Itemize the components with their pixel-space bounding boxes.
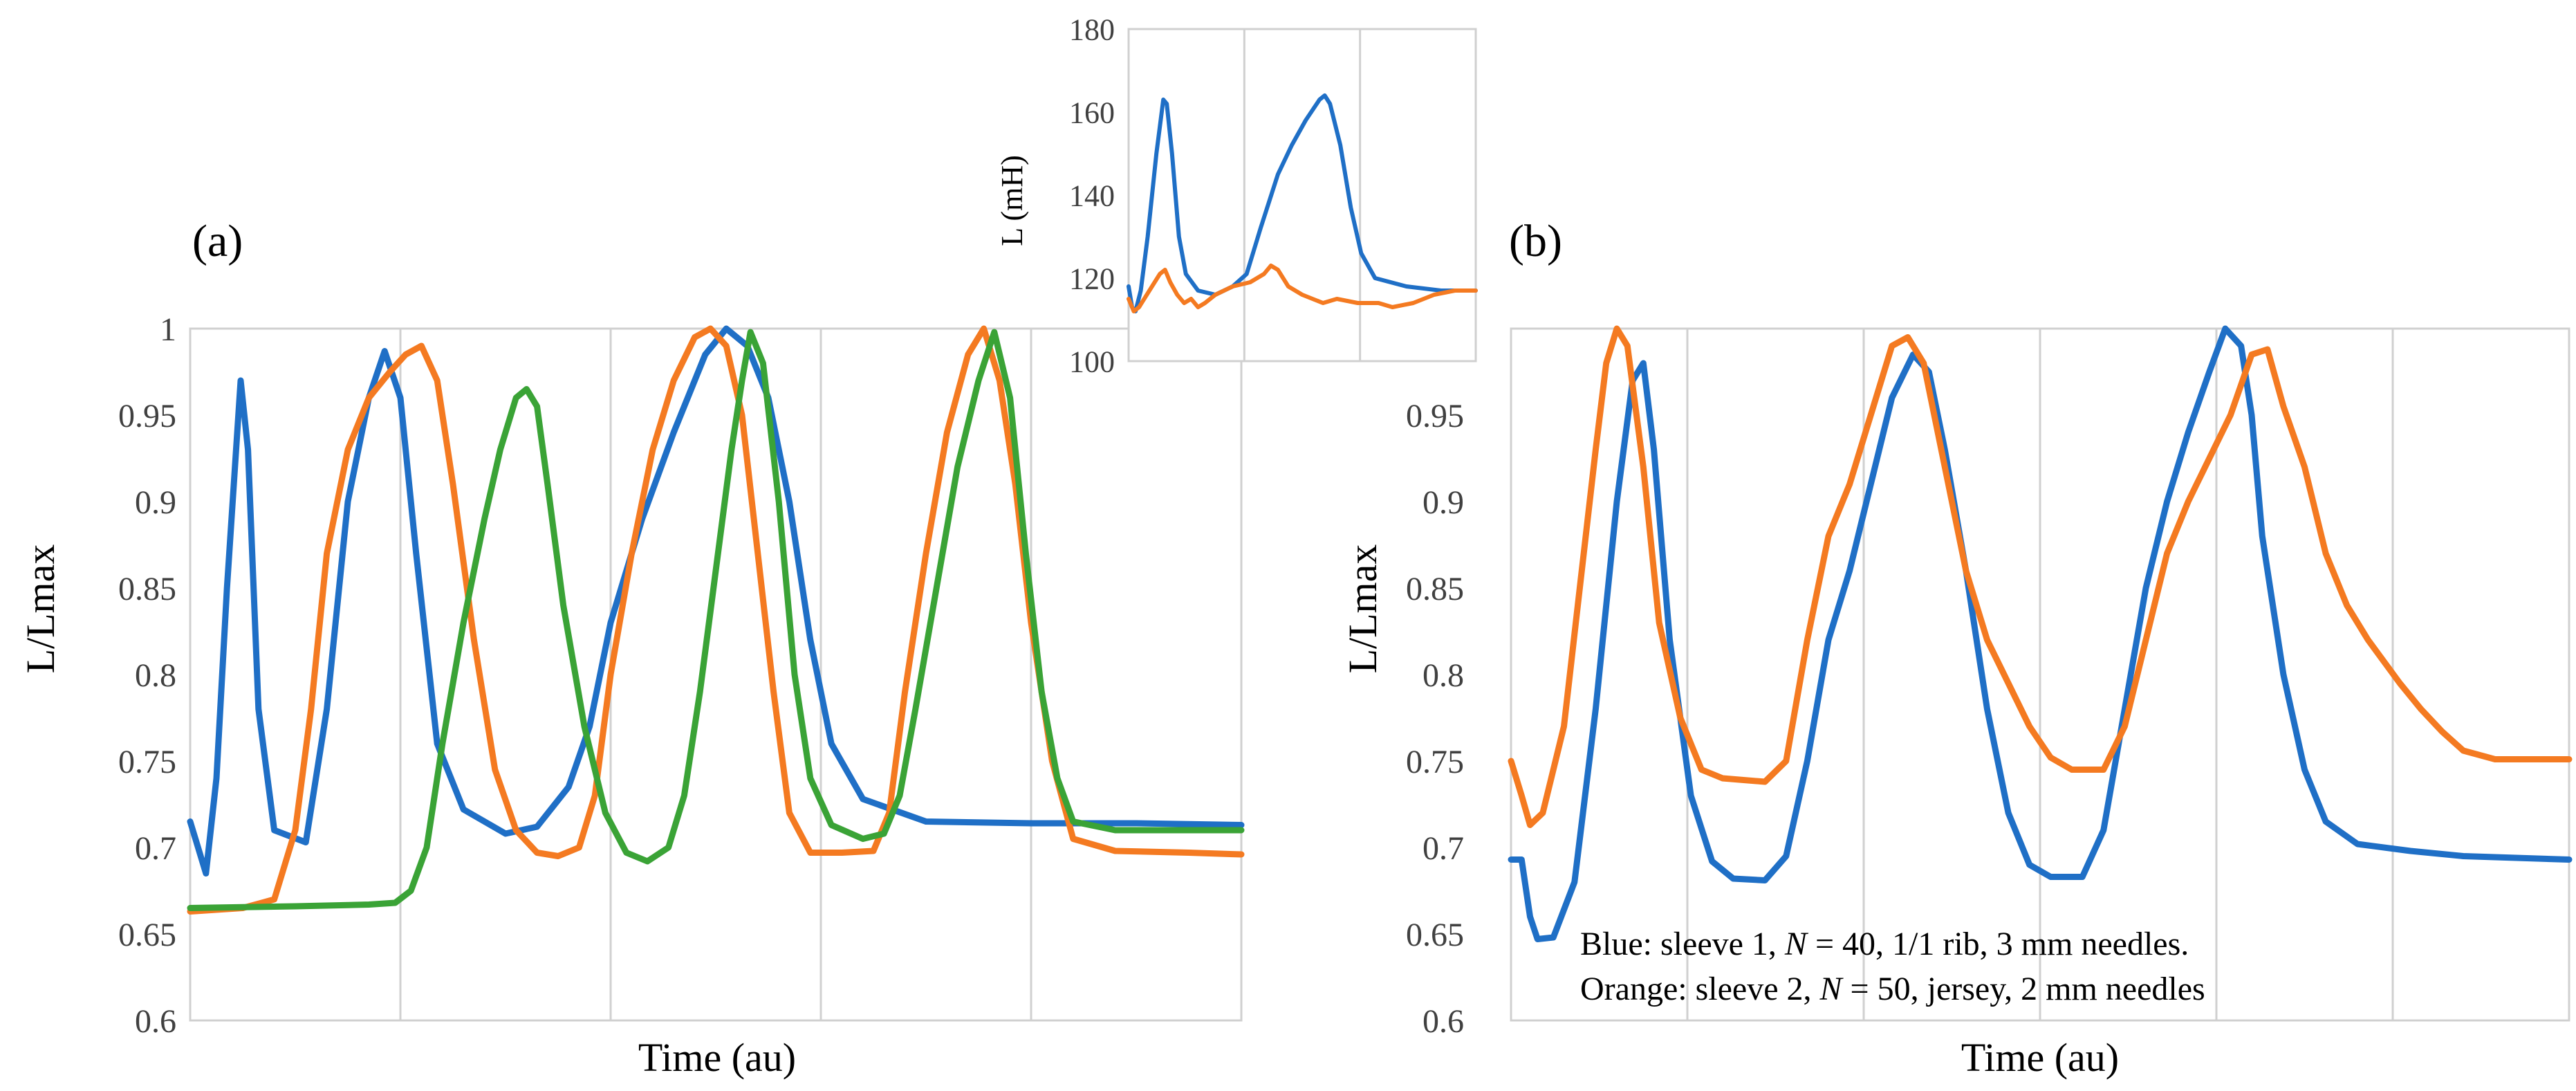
panel-a-y-ticks: 0.6 0.65 0.7 0.75 0.8 0.85 0.9 0.95 1 bbox=[118, 311, 176, 1040]
inset-series-orange-line bbox=[1127, 264, 1478, 313]
inset-series-blue-line bbox=[1127, 93, 1478, 313]
panel-b-y-tick-label: 0.7 bbox=[1423, 830, 1464, 867]
inset-y-axis-title: L (mH) bbox=[995, 155, 1029, 246]
panel-a-plot-frame bbox=[189, 327, 1243, 1022]
panel-a-y-tick-label: 0.85 bbox=[118, 571, 176, 607]
panel-a-y-tick-label: 0.7 bbox=[135, 830, 176, 867]
inset-series bbox=[1127, 93, 1478, 313]
panel-b-y-tick-label: 0.6 bbox=[1423, 1003, 1464, 1040]
panel-b-label: (b) bbox=[1509, 216, 1562, 266]
panel-a-y-tick-label: 1 bbox=[160, 311, 176, 348]
inset-y-tick-label: 140 bbox=[1069, 178, 1115, 212]
panel-a-series-orange-line bbox=[187, 325, 1245, 915]
panel-a-y-tick-label: 0.95 bbox=[118, 398, 176, 434]
inset-y-ticks: 100 120 140 160 180 bbox=[1069, 12, 1115, 378]
panel-b-y-ticks: 0.60.650.70.750.80.850.90.951 bbox=[1406, 311, 1464, 1040]
panel-b-annotation-line-1: Blue: sleeve 1, N = 40, 1/1 rib, 3 mm ne… bbox=[1580, 926, 2189, 962]
panel-b-y-tick-label: 0.65 bbox=[1406, 917, 1464, 953]
panel-a-y-tick-label: 0.8 bbox=[135, 657, 176, 694]
inset-y-tick-label: 160 bbox=[1069, 95, 1115, 129]
panel-a-grid bbox=[189, 327, 1243, 1022]
panel-b-series-orange-line bbox=[1508, 325, 2573, 828]
inset-chart: 100 120 140 160 180 L (mH) bbox=[995, 12, 1478, 378]
inset-y-tick-label: 180 bbox=[1069, 12, 1115, 46]
panel-a-series bbox=[187, 325, 1245, 915]
panel-b: (b) 0.60.650.70.750.80.850.90.951 Time (… bbox=[1340, 216, 2573, 1080]
panel-b-annotation-line-2: Orange: sleeve 2, N = 50, jersey, 2 mm n… bbox=[1580, 971, 2205, 1007]
panel-b-series bbox=[1508, 325, 2573, 942]
panel-b-y-tick-label: 0.85 bbox=[1406, 571, 1464, 607]
panel-a-y-axis-title: L/Lmax bbox=[18, 544, 63, 674]
panel-a-y-tick-label: 0.9 bbox=[135, 484, 176, 521]
panel-b-y-tick-label: 0.9 bbox=[1423, 484, 1464, 521]
panel-b-x-axis-title: Time (au) bbox=[1961, 1035, 2119, 1080]
inset-y-tick-label: 120 bbox=[1069, 262, 1115, 295]
panel-a-label: (a) bbox=[192, 216, 243, 266]
panel-b-y-tick-label: 0.95 bbox=[1406, 398, 1464, 434]
panel-b-y-axis-title: L/Lmax bbox=[1340, 544, 1385, 674]
panel-a-y-tick-label: 0.6 bbox=[135, 1003, 176, 1040]
inset-background bbox=[1129, 29, 1476, 361]
inset-grid bbox=[1127, 28, 1477, 363]
inset-plot-frame bbox=[1127, 28, 1477, 363]
panel-b-y-tick-label: 0.8 bbox=[1423, 657, 1464, 694]
panel-b-grid bbox=[1510, 327, 2570, 1022]
panel-a-series-green-line bbox=[187, 329, 1245, 911]
panel-a-x-axis-title: Time (au) bbox=[638, 1035, 796, 1080]
panel-a: (a) 0.6 0.65 0.7 0.75 0.8 0.85 0.9 0.95 1 Time (… bbox=[18, 216, 1245, 1080]
panel-b-y-tick-label: 0.75 bbox=[1406, 744, 1464, 780]
panel-a-y-tick-label: 0.65 bbox=[118, 917, 176, 953]
panel-a-y-tick-label: 0.75 bbox=[118, 744, 176, 780]
panel-b-series-blue-line bbox=[1508, 325, 2573, 942]
inset-y-tick-label: 100 bbox=[1069, 345, 1115, 378]
panel-a-series-blue-line bbox=[187, 325, 1245, 877]
